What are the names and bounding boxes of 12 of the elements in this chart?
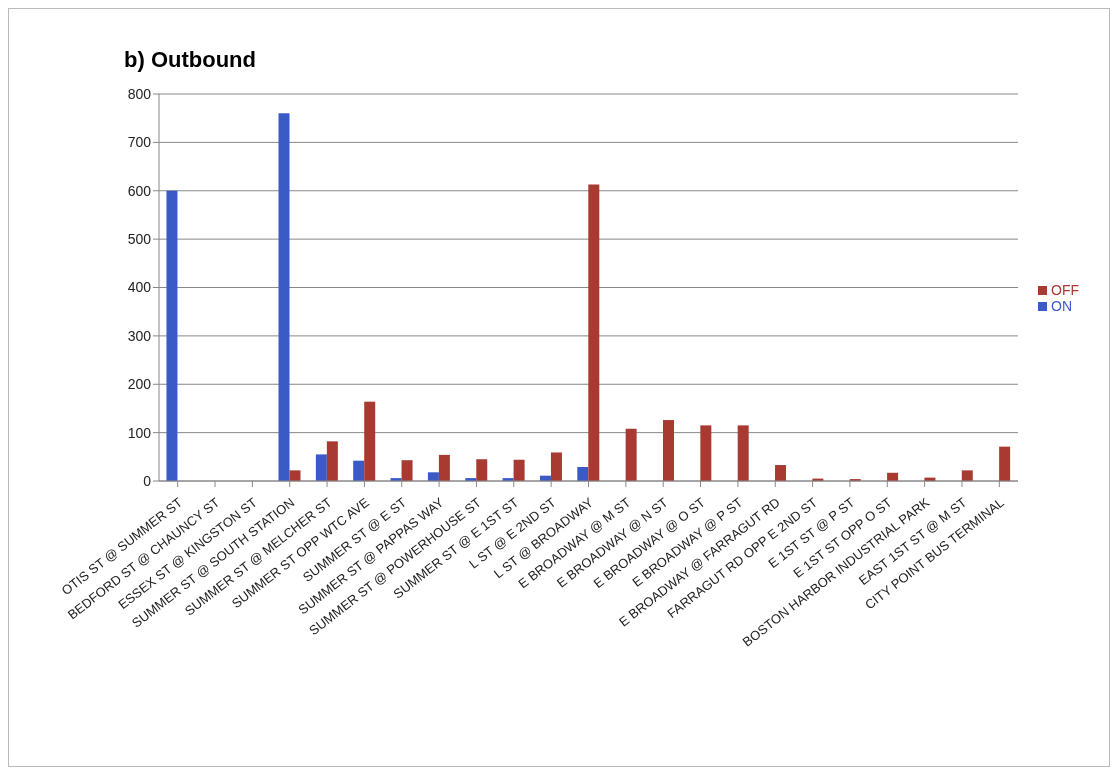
y-tick-label: 700 — [127, 134, 152, 151]
y-tick-label: 500 — [127, 231, 152, 248]
y-tick-label: 400 — [127, 279, 152, 296]
y-tick-label: 200 — [127, 376, 152, 393]
y-tick-label: 600 — [127, 182, 152, 199]
y-tick-label: 300 — [127, 327, 152, 344]
chart-title: b) Outbound — [124, 47, 256, 73]
y-tick-label: 800 — [127, 85, 152, 102]
legend-label: ON — [1051, 297, 1072, 314]
y-tick-label: 100 — [127, 424, 152, 441]
y-tick-label: 0 — [143, 472, 152, 489]
legend-label: OFF — [1051, 281, 1079, 298]
